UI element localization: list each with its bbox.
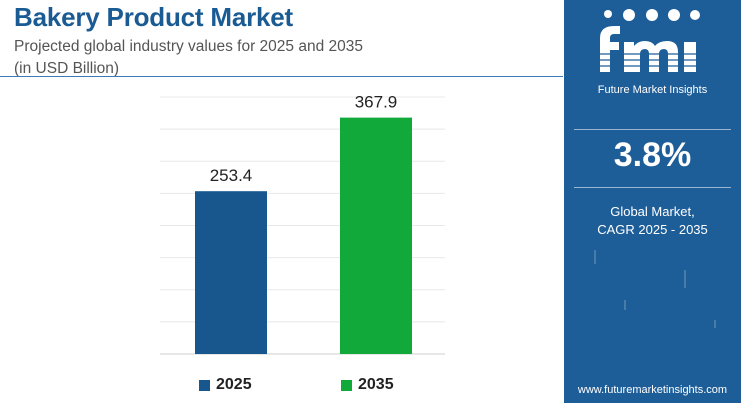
logo-letter-f: [600, 26, 620, 72]
fmi-logo[interactable]: [564, 2, 741, 82]
sidebar-divider-top: [574, 129, 731, 130]
sidebar-panel: Future Market Insights 3.8% Global Marke…: [564, 0, 741, 403]
subtitle-line-2: (in USD Billion): [14, 60, 120, 77]
bar-2035: [340, 117, 412, 354]
cagr-label-line-2: CAGR 2025 - 2035: [597, 222, 708, 237]
cagr-label: Global Market, CAGR 2025 - 2035: [564, 203, 741, 239]
legend-swatch-2025: [199, 379, 210, 391]
logo-chart-icon: [668, 9, 680, 21]
bars: [195, 117, 412, 354]
legend-swatch-2035: [341, 379, 352, 391]
logo-flag-icon: [690, 10, 700, 20]
logo-stripes: [594, 53, 704, 67]
cagr-label-line-1: Global Market,: [610, 204, 695, 219]
sidebar-divider-bottom: [574, 187, 731, 188]
bar-value-label-2035: 367.9: [355, 93, 398, 112]
cagr-value: 3.8%: [613, 136, 692, 174]
bar-value-label-2025: 253.4: [210, 166, 253, 185]
chart-legend: 2025 2035: [0, 376, 563, 398]
subtitle-line-1: Projected global industry values for 202…: [14, 38, 363, 55]
logo-globe-icon: [623, 9, 635, 21]
legend-item-2035: 2035: [341, 376, 394, 394]
logo-letter-m: [624, 41, 678, 72]
logo-tagline: Future Market Insights: [597, 84, 708, 96]
chart-subtitle: Projected global industry values for 202…: [14, 36, 363, 80]
logo-letter-i: [684, 42, 696, 72]
logo-dot-icon: [604, 10, 612, 18]
bar-value-labels: 253.4 367.9: [210, 93, 398, 186]
chart-title: Bakery Product Market: [14, 2, 294, 32]
legend-item-2025: 2025: [199, 376, 252, 394]
bar-chart: 253.4 367.9: [160, 93, 445, 355]
website-link[interactable]: www.futuremarketinsights.com: [577, 384, 728, 396]
bar-2025: [195, 191, 267, 354]
logo-person-icon: [646, 9, 658, 21]
title-divider: [0, 76, 563, 77]
legend-label-2025: 2025: [216, 376, 252, 393]
fmi-logo-mark: [594, 9, 704, 72]
logo-icons-row: [604, 9, 700, 21]
legend-label-2035: 2035: [358, 376, 394, 393]
